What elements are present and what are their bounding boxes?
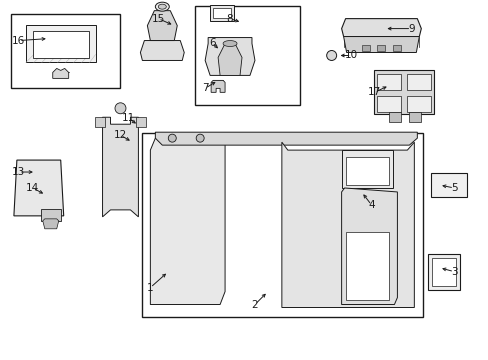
Bar [393,45,401,50]
Bar [41,209,61,221]
Text: 13: 13 [12,167,25,177]
Text: 1: 1 [147,283,153,293]
Bar [33,31,88,58]
Text: 4: 4 [367,200,374,210]
Bar [427,254,459,289]
Polygon shape [155,132,416,145]
Bar [210,5,234,21]
Bar [213,8,230,18]
Polygon shape [343,37,419,53]
Polygon shape [14,160,63,216]
Bar [408,112,421,122]
Ellipse shape [158,4,166,9]
Polygon shape [147,11,177,41]
Polygon shape [102,117,138,217]
Bar [377,45,385,50]
Text: 16: 16 [12,36,25,46]
Polygon shape [281,142,413,307]
Ellipse shape [155,2,169,11]
Bar [430,173,466,197]
Bar [407,75,430,90]
Polygon shape [150,138,224,305]
Text: 8: 8 [226,14,233,24]
Bar [361,45,369,50]
Text: 2: 2 [251,300,258,310]
Bar [377,96,401,112]
Text: 12: 12 [114,130,127,140]
Polygon shape [341,19,421,37]
Bar [345,232,388,300]
Polygon shape [42,219,59,229]
Polygon shape [140,41,184,60]
Circle shape [326,50,336,60]
Text: 5: 5 [450,183,457,193]
Text: 7: 7 [202,84,208,93]
Bar [11,14,120,88]
Bar [388,112,401,122]
Bar [195,6,299,105]
Bar [341,150,393,188]
Text: 6: 6 [208,37,215,48]
Text: 11: 11 [122,113,135,123]
Polygon shape [205,37,254,75]
Bar [142,133,423,318]
Text: 3: 3 [450,267,457,276]
Bar [345,157,388,185]
Bar [26,24,95,62]
Text: 17: 17 [367,87,380,97]
Text: 10: 10 [345,50,357,60]
Bar [407,96,430,112]
Circle shape [168,134,176,142]
Bar [136,117,146,127]
Bar [374,71,433,114]
Bar [94,117,104,127]
Text: 15: 15 [151,14,164,24]
Circle shape [196,134,203,142]
Polygon shape [341,188,397,305]
Circle shape [115,103,126,114]
Ellipse shape [223,41,237,46]
Text: 14: 14 [26,183,40,193]
Text: 9: 9 [407,24,414,33]
Bar [431,258,455,285]
Polygon shape [211,80,224,92]
Polygon shape [53,68,68,78]
Polygon shape [218,44,242,75]
Bar [377,75,401,90]
